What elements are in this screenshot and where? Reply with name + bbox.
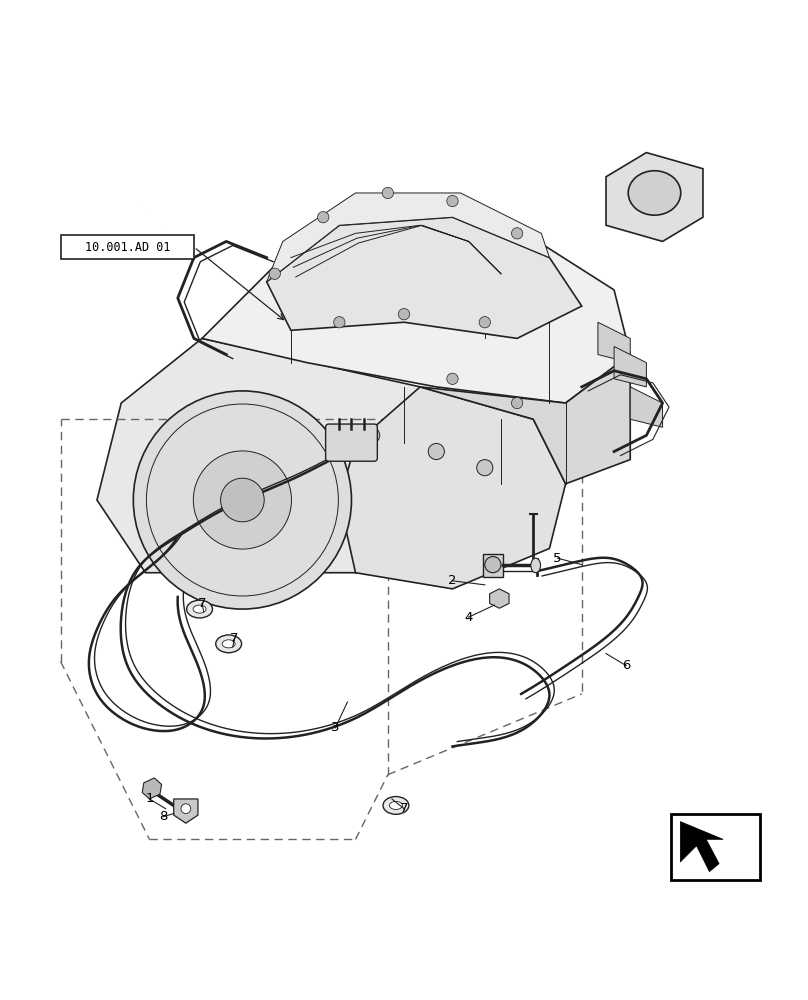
Circle shape [428,443,444,460]
Text: 7: 7 [198,597,206,610]
Polygon shape [267,193,549,282]
Polygon shape [490,589,509,608]
Circle shape [382,187,393,199]
Ellipse shape [222,640,235,648]
Ellipse shape [187,600,213,618]
Circle shape [193,451,292,549]
Polygon shape [267,217,582,338]
Ellipse shape [383,797,409,814]
Ellipse shape [531,558,541,573]
Polygon shape [174,799,198,823]
Circle shape [398,309,410,320]
Circle shape [334,317,345,328]
Ellipse shape [216,635,242,653]
Circle shape [318,212,329,223]
Circle shape [479,317,490,328]
Circle shape [485,557,501,573]
Circle shape [447,195,458,207]
Circle shape [511,228,523,239]
Text: 2: 2 [448,574,457,587]
Polygon shape [483,554,503,577]
Text: 7: 7 [400,802,408,815]
Circle shape [447,373,458,384]
Ellipse shape [629,171,680,215]
Polygon shape [630,387,663,427]
Text: 10.001.AD 01: 10.001.AD 01 [85,241,170,254]
Circle shape [511,397,523,409]
Polygon shape [97,338,436,573]
Polygon shape [598,322,630,363]
Circle shape [133,391,351,609]
FancyBboxPatch shape [326,424,377,461]
Ellipse shape [193,605,206,613]
Circle shape [364,427,380,443]
Text: 7: 7 [230,632,238,645]
Polygon shape [202,217,630,403]
Polygon shape [420,355,630,484]
Circle shape [181,804,191,814]
Text: 4: 4 [465,611,473,624]
Polygon shape [142,778,162,799]
Circle shape [269,268,280,279]
Text: 5: 5 [553,552,562,565]
Polygon shape [680,822,723,872]
Text: 1: 1 [145,792,154,805]
Ellipse shape [389,801,402,809]
Text: 6: 6 [622,659,630,672]
Polygon shape [606,153,703,241]
Bar [671,814,760,880]
Text: 3: 3 [331,721,339,734]
Polygon shape [339,387,566,589]
Polygon shape [614,346,646,387]
Circle shape [221,478,264,522]
Bar [61,235,194,259]
Circle shape [477,460,493,476]
Text: 8: 8 [159,810,167,823]
